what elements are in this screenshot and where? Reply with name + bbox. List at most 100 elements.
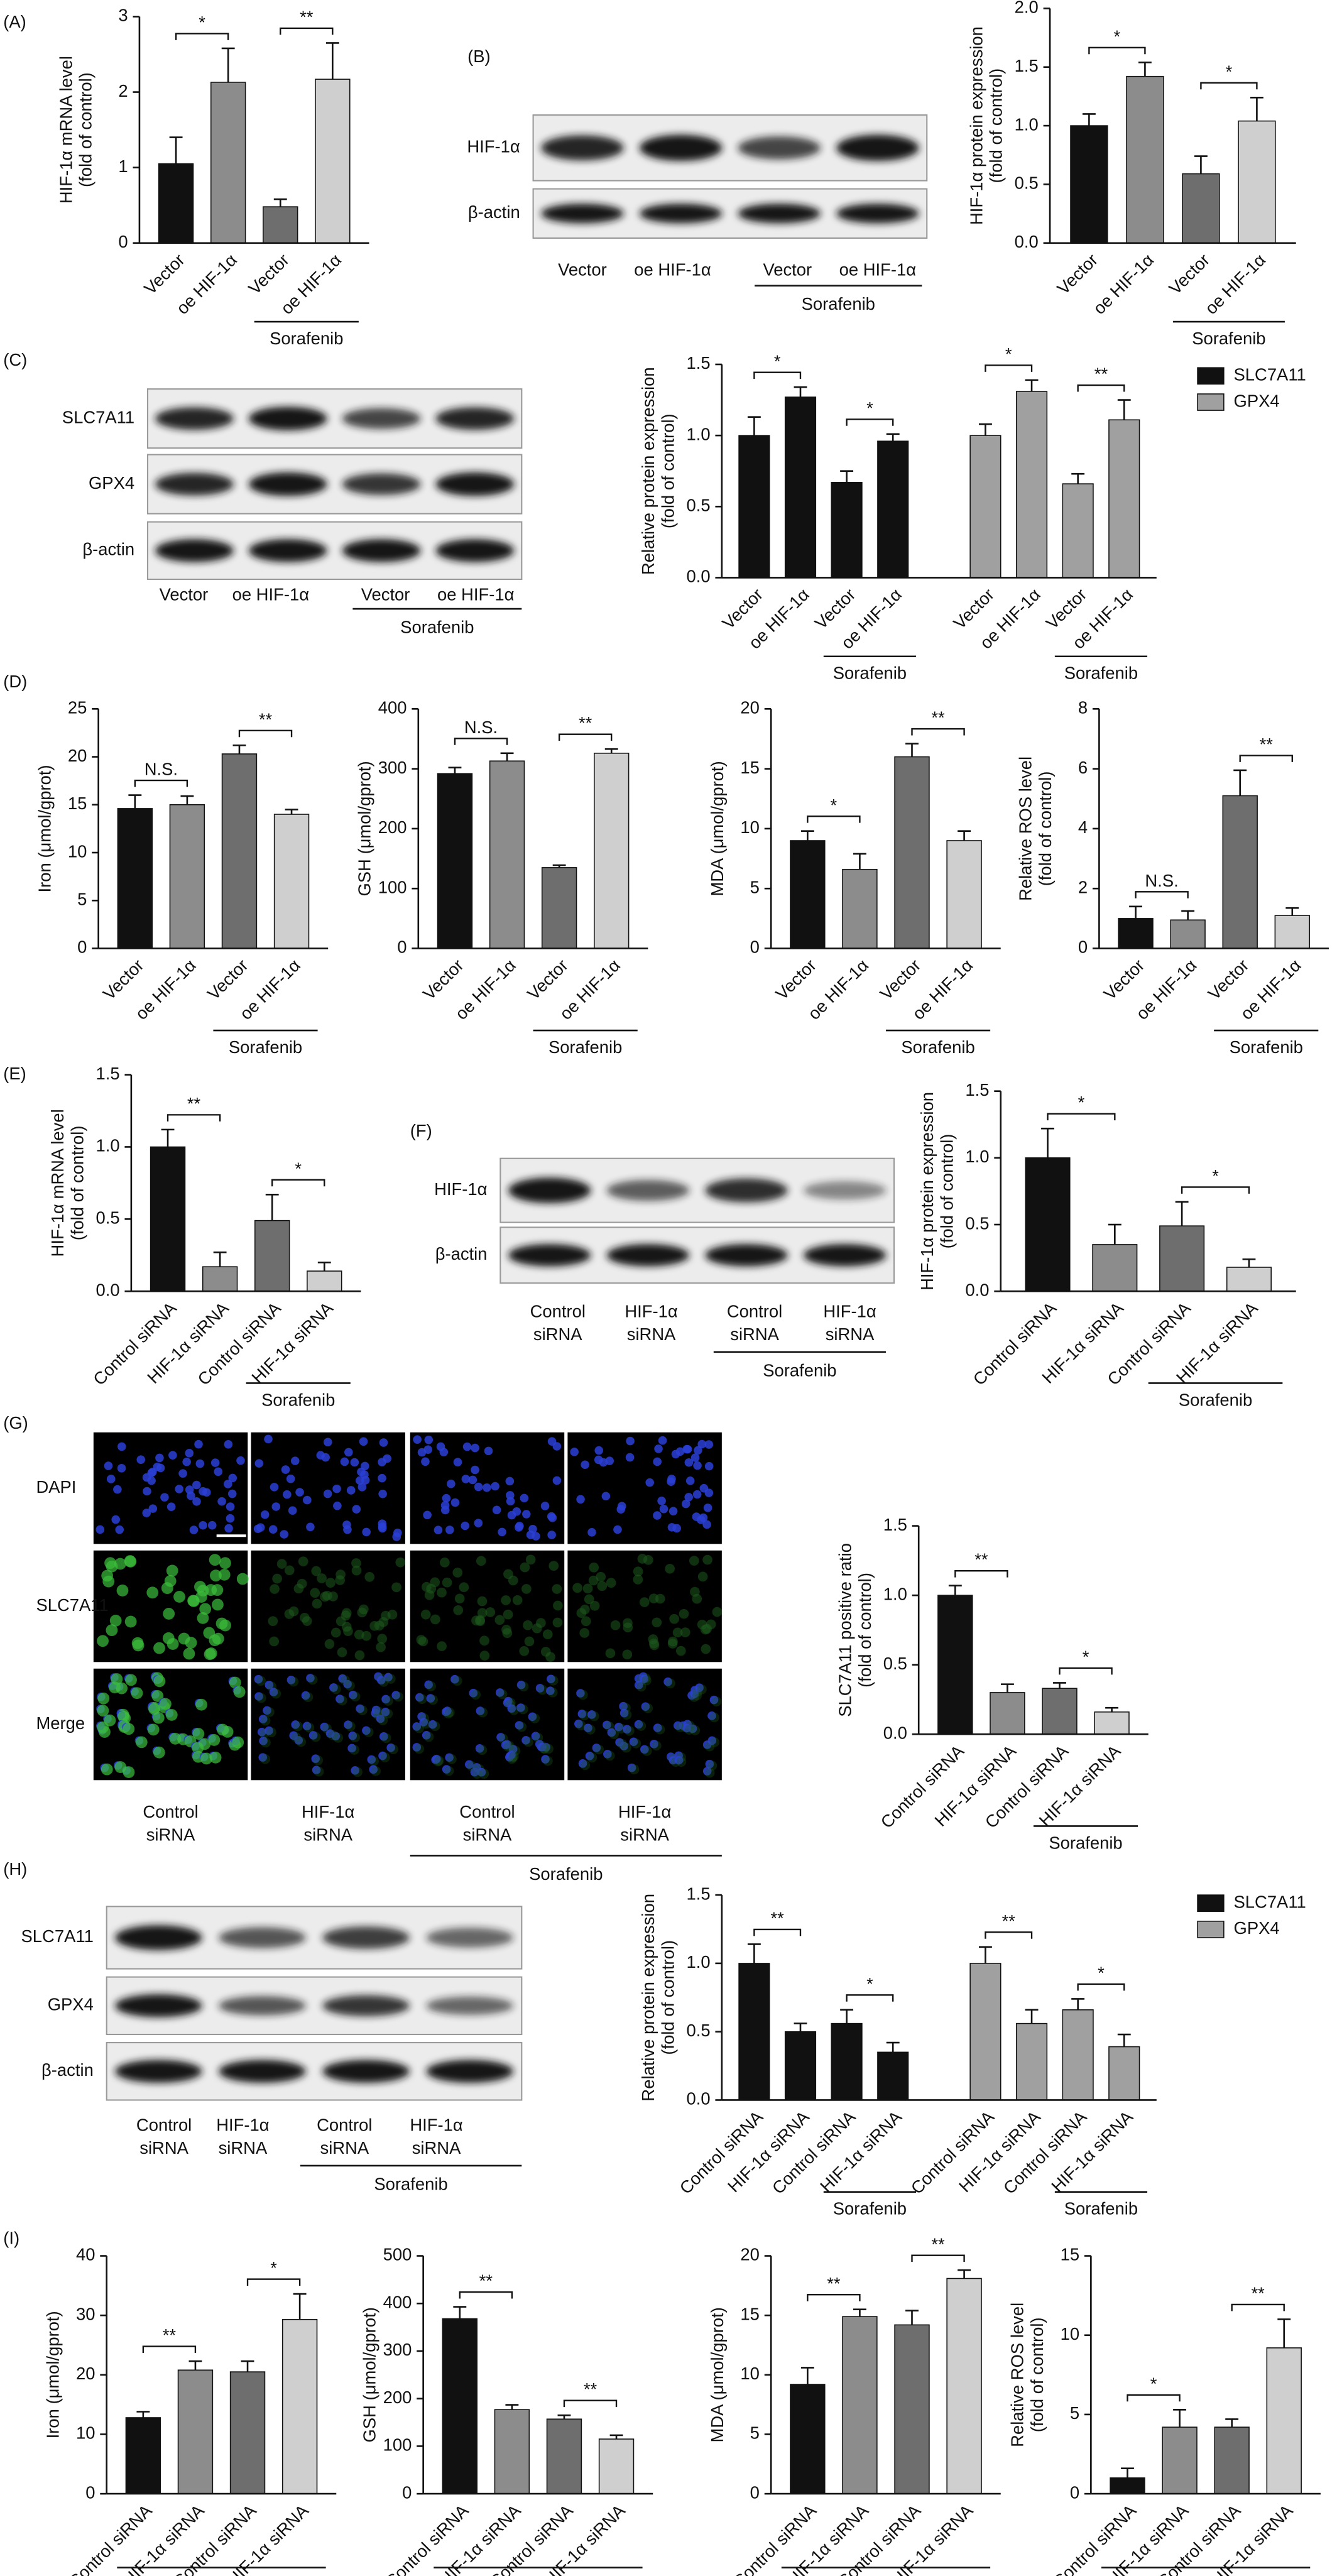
stain (97, 1705, 109, 1717)
stain (378, 1677, 389, 1687)
stain (165, 1709, 178, 1721)
lane-label: siRNA (412, 2138, 461, 2158)
nucleus (515, 1721, 524, 1730)
group-label: Sorafenib (261, 1390, 335, 1409)
stain (208, 1734, 221, 1746)
nucleus (704, 1461, 714, 1471)
error-bar (800, 830, 814, 841)
stain (268, 1616, 278, 1627)
stain (330, 1627, 341, 1638)
error-bar (978, 1946, 992, 1963)
error-bar (221, 47, 235, 82)
stain (434, 1755, 444, 1766)
nucleus (142, 1473, 151, 1482)
nucleus (423, 1510, 432, 1520)
blot-row-label: β-actin (468, 202, 520, 222)
stain (524, 1636, 535, 1647)
nucleus (653, 1457, 662, 1466)
bar (315, 79, 351, 244)
nucleus (115, 1525, 124, 1534)
bar (790, 840, 826, 949)
nucleus (498, 1527, 506, 1537)
stain (577, 1689, 588, 1700)
stain (444, 1707, 455, 1718)
stain (395, 1557, 406, 1568)
error-bar (265, 1193, 279, 1221)
stain (609, 1729, 619, 1739)
stain (525, 1554, 536, 1565)
nucleus (217, 1497, 226, 1506)
lane-label: siRNA (730, 1324, 779, 1344)
group-label: Sorafenib (849, 2575, 922, 2576)
y-tick-label: 40 (76, 2245, 95, 2264)
stain (204, 1648, 216, 1661)
panel-label: (E) (3, 1064, 26, 1083)
nucleus (576, 1689, 585, 1698)
stain (706, 1619, 716, 1630)
micrograph-tile (410, 1550, 565, 1662)
y-tick-label: 0.0 (965, 1280, 989, 1299)
bar (1070, 125, 1108, 244)
lane-label: siRNA (620, 1825, 669, 1844)
y-tick-label: 20 (68, 746, 87, 765)
blot-band (508, 1177, 591, 1204)
stain (485, 1607, 496, 1617)
stain (652, 1617, 662, 1628)
significance-bracket (280, 27, 334, 35)
bar (937, 1595, 973, 1735)
nucleus (270, 1483, 279, 1492)
y-axis-label: (fold of control) (1027, 2317, 1047, 2432)
group-label: Sorafenib (1064, 2199, 1138, 2219)
error-bar (794, 386, 807, 398)
error-bar (1129, 905, 1142, 919)
blot-band (155, 472, 234, 496)
nucleus (592, 1744, 601, 1752)
nucleus (468, 1475, 478, 1485)
stain (303, 1692, 314, 1702)
y-tick-label: 1.5 (965, 1080, 989, 1100)
stain (166, 1638, 179, 1651)
stain (581, 1616, 591, 1627)
nucleus (516, 1680, 526, 1689)
blot-band (606, 1179, 690, 1201)
bar (598, 2438, 635, 2494)
bar (254, 1220, 290, 1292)
nucleus (470, 1767, 479, 1777)
stain (477, 1608, 488, 1618)
nucleus (306, 1674, 315, 1683)
nucleus (421, 1457, 430, 1466)
significance-bracket (1047, 1113, 1116, 1121)
nucleus (343, 1679, 352, 1689)
error-bar (557, 2414, 571, 2420)
nucleus (434, 1525, 443, 1535)
y-tick-label: 0 (750, 2482, 760, 2502)
stain (521, 1584, 532, 1594)
stain (621, 1710, 632, 1720)
significance-label: * (1212, 1166, 1219, 1186)
group-label: Sorafenib (229, 1037, 302, 1057)
y-tick-label: 5 (750, 877, 760, 897)
nucleus (614, 1722, 623, 1732)
nucleus (613, 1525, 622, 1534)
y-tick-label: 1.5 (686, 353, 710, 373)
micrograph-tile (567, 1550, 723, 1662)
stain (147, 1723, 160, 1736)
legend-swatch (1197, 393, 1225, 411)
nucleus (412, 1722, 422, 1731)
nucleus (369, 1765, 378, 1774)
y-axis-label: (fold of control) (658, 413, 678, 528)
stain (712, 1607, 723, 1617)
stain (636, 1721, 647, 1731)
error-bar (241, 2360, 254, 2372)
stain (572, 1583, 582, 1593)
blot-band (738, 136, 821, 160)
y-tick-label: 30 (76, 2304, 95, 2323)
stain (605, 1648, 616, 1659)
stain (217, 1723, 229, 1736)
stain (276, 1559, 287, 1569)
stain (711, 1696, 722, 1707)
nucleus (516, 1703, 525, 1712)
lane-label: siRNA (146, 1825, 195, 1844)
blot-band (248, 472, 327, 496)
blot-band (435, 472, 515, 496)
